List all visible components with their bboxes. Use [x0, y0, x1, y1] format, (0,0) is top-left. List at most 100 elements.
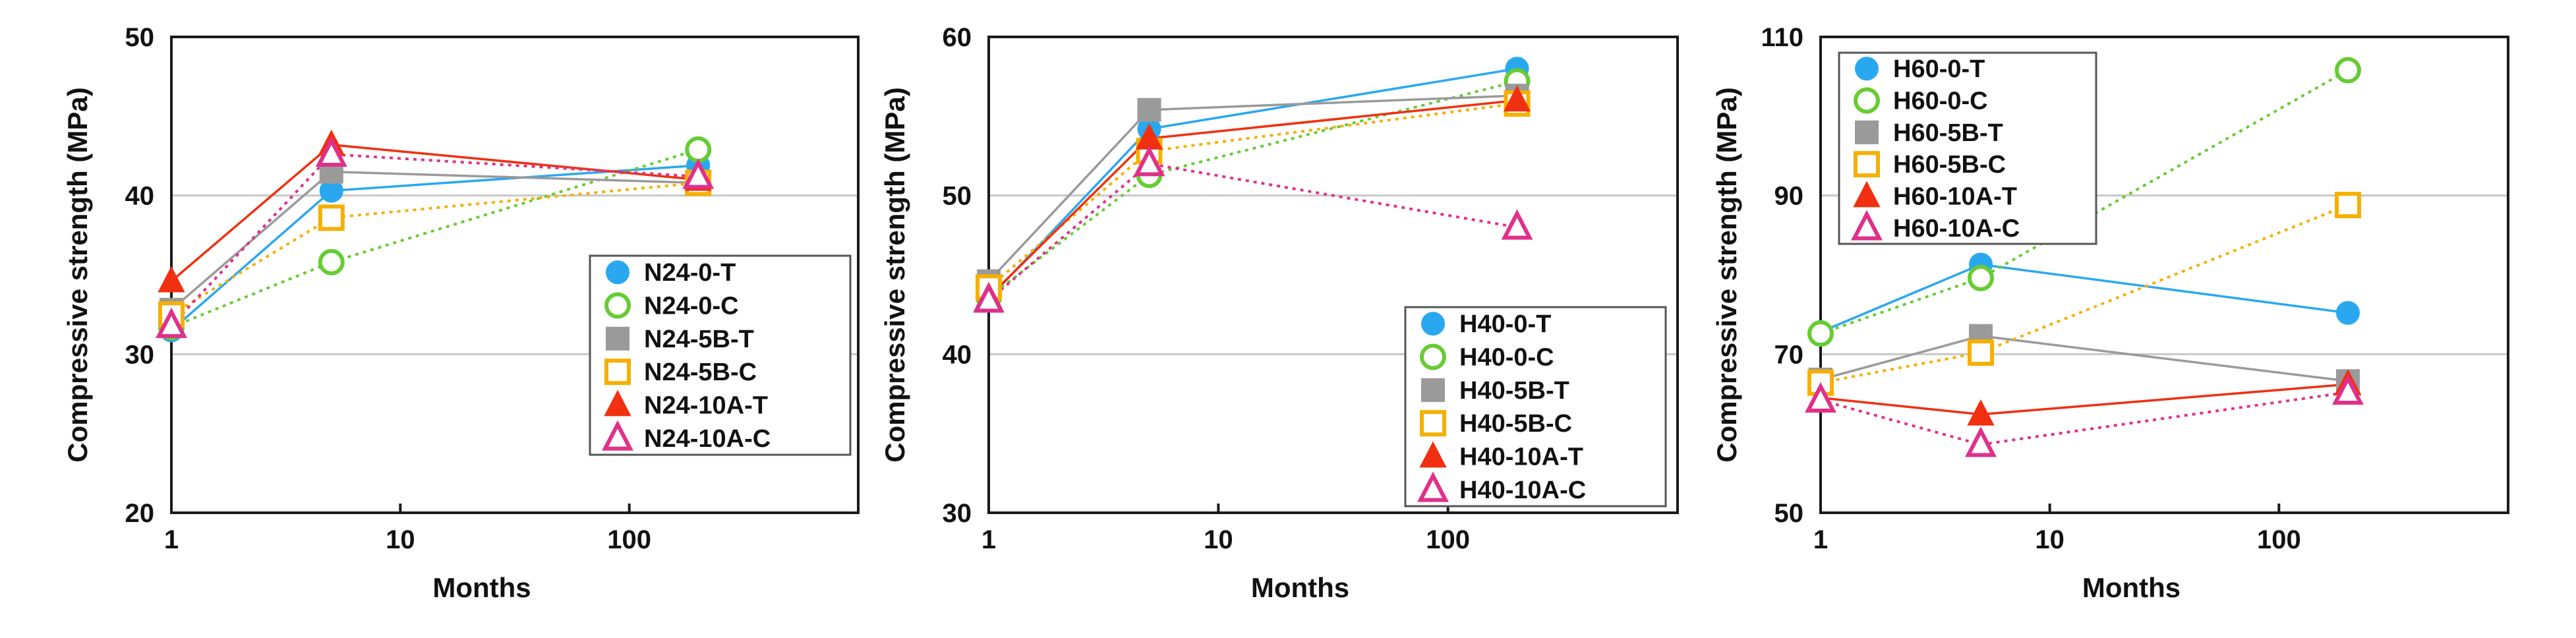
y-tick-label: 40 — [125, 182, 155, 211]
data-point — [1968, 339, 1995, 366]
chart-1: 20 30 40 50 1 10 100 Months Compressive strength… — [62, 23, 860, 603]
data-point — [1965, 426, 1997, 457]
x-tick-label: 10 — [386, 525, 415, 554]
legend-label: H60-0-C — [1893, 88, 1988, 115]
legend-label: H40-5B-C — [1459, 410, 1572, 438]
data-point — [158, 266, 185, 293]
x-tick-label: 100 — [2257, 525, 2301, 554]
legend-marker — [1417, 471, 1449, 502]
data-point — [1805, 382, 1836, 413]
series-line — [987, 67, 1517, 300]
legend-label: H40-0-T — [1459, 310, 1551, 338]
x-tick-label: 1 — [1813, 525, 1828, 554]
legend-box — [589, 254, 852, 456]
data-point — [318, 248, 345, 276]
legend-label: N24-0-C — [644, 293, 739, 320]
y-axis-label: Compressive strength (MPa) — [62, 87, 93, 462]
legend-label: N24-10A-T — [644, 392, 768, 420]
y-tick-label: 20 — [125, 499, 155, 528]
x-tick-label: 10 — [2035, 525, 2064, 554]
chart-2: 30 40 50 60 1 10 100 Months Compressive strength… — [879, 23, 1679, 603]
legend-marker — [604, 292, 631, 319]
legend-label: H40-5B-T — [1459, 377, 1569, 405]
data-point — [2334, 57, 2361, 84]
x-tick-label: 1 — [981, 525, 996, 554]
x-axis-label: Months — [432, 572, 531, 603]
legend-marker — [606, 260, 629, 285]
x-tick-label: 100 — [607, 525, 651, 554]
y-tick-label: 50 — [125, 23, 155, 52]
series-line — [987, 80, 1518, 299]
y-tick-label: 30 — [125, 340, 155, 369]
series-line — [1820, 391, 2349, 446]
data-point — [156, 307, 187, 338]
legend-label: N24-0-T — [644, 259, 736, 287]
data-point — [1133, 146, 1165, 177]
legend-label: H60-10A-T — [1893, 183, 2017, 211]
legend-marker — [1855, 120, 1879, 144]
legend-label: H60-5B-T — [1893, 119, 2003, 147]
data-point — [1967, 399, 1995, 426]
data-point — [1968, 264, 1995, 291]
series-line — [987, 99, 1517, 298]
legend: H40-0-T H40-0-C H40-5B-T H40-5B-C H40-10A-T H… — [1404, 306, 1667, 508]
legend-label: N24-10A-C — [644, 425, 771, 453]
series-line — [987, 94, 1517, 282]
legend: N24-0-T N24-0-C N24-5B-T N24-5B-C N24-10A-T N… — [589, 254, 852, 456]
legend-label: N24-5B-T — [644, 326, 754, 353]
data-point — [1137, 98, 1161, 122]
legend-marker — [1419, 441, 1447, 468]
legend-marker — [1854, 151, 1880, 178]
legend-marker — [1420, 343, 1446, 370]
data-point — [1501, 209, 1533, 240]
legend-box — [1404, 306, 1667, 508]
legend-marker — [604, 359, 631, 386]
data-point — [973, 282, 1005, 313]
series-line — [171, 148, 699, 329]
series-line — [1820, 334, 2349, 382]
y-axis-label: Compressive strength (MPa) — [879, 87, 910, 462]
x-tick-label: 1 — [164, 525, 179, 554]
x-axis-label: Months — [1251, 572, 1349, 603]
y-tick-label: 30 — [943, 499, 972, 528]
data-point — [1807, 320, 1834, 347]
legend-marker — [604, 390, 631, 417]
legend-label: H60-5B-C — [1893, 151, 2006, 179]
legend-label: H40-0-C — [1459, 344, 1554, 372]
legend-label: H40-10A-C — [1459, 477, 1586, 504]
legend-marker — [1855, 57, 1879, 81]
data-point — [2334, 192, 2361, 219]
series-line — [1820, 383, 2349, 416]
series-line — [987, 162, 1517, 302]
legend-marker — [602, 420, 633, 451]
x-tick-label: 10 — [1204, 525, 1233, 554]
y-tick-label: 60 — [943, 23, 972, 52]
data-point — [315, 136, 347, 167]
data-point — [682, 158, 715, 189]
data-point — [2335, 301, 2360, 325]
legend-label: H40-10A-T — [1459, 444, 1583, 471]
x-axis-label: Months — [2082, 572, 2181, 603]
data-point — [318, 204, 345, 231]
legend-marker — [606, 326, 629, 351]
y-tick-label: 40 — [943, 340, 972, 369]
plot-frame — [1819, 36, 2509, 514]
legend: H60-0-T H60-0-C H60-5B-T H60-5B-C H60-10A-T H… — [1838, 51, 2097, 245]
y-axis-label: Compressive strength (MPa) — [1711, 87, 1742, 462]
legend-label: N24-5B-C — [644, 359, 757, 386]
legend-marker — [1853, 181, 1881, 208]
y-tick-label: 110 — [1761, 23, 1803, 52]
data-point — [685, 136, 712, 163]
legend-box — [1838, 51, 2097, 245]
legend-label: H60-10A-C — [1893, 215, 2020, 243]
data-point — [2332, 374, 2364, 405]
legend-marker — [1421, 378, 1445, 402]
x-tick-label: 100 — [1426, 525, 1470, 554]
legend-label: H60-0-T — [1893, 55, 1985, 83]
legend-marker — [1420, 410, 1446, 437]
y-tick-label: 90 — [1774, 182, 1804, 211]
y-tick-label: 50 — [943, 182, 972, 211]
series-line — [1820, 69, 2349, 335]
